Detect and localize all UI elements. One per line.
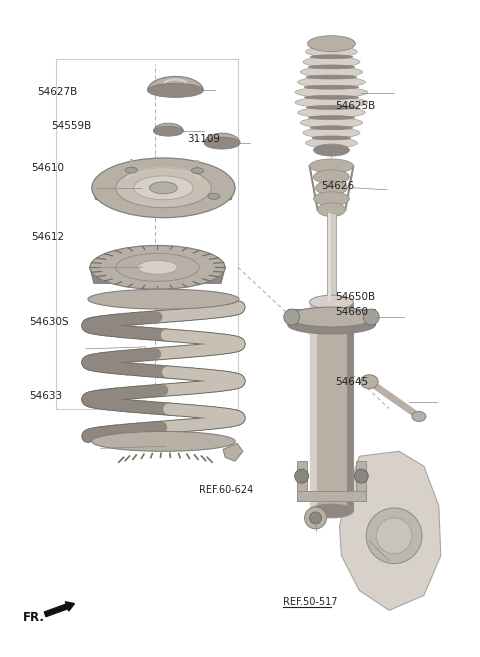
Ellipse shape <box>138 260 178 275</box>
Ellipse shape <box>308 65 355 69</box>
Ellipse shape <box>88 289 239 309</box>
Ellipse shape <box>92 432 235 451</box>
Ellipse shape <box>125 167 137 173</box>
Text: 54612: 54612 <box>31 232 64 242</box>
Ellipse shape <box>354 469 368 483</box>
Ellipse shape <box>313 170 349 184</box>
Text: 54630S: 54630S <box>29 317 69 327</box>
Ellipse shape <box>116 254 199 281</box>
Ellipse shape <box>310 55 353 58</box>
Ellipse shape <box>298 77 365 87</box>
Ellipse shape <box>308 116 355 120</box>
Text: 54610: 54610 <box>31 164 64 173</box>
Ellipse shape <box>305 507 326 529</box>
Ellipse shape <box>312 136 351 140</box>
Ellipse shape <box>150 182 178 194</box>
Ellipse shape <box>298 108 365 118</box>
Polygon shape <box>147 76 203 91</box>
Ellipse shape <box>366 508 422 564</box>
Text: 31109: 31109 <box>188 134 220 144</box>
Ellipse shape <box>154 126 183 136</box>
Ellipse shape <box>303 57 360 67</box>
Ellipse shape <box>116 168 211 208</box>
Bar <box>348 302 353 511</box>
Ellipse shape <box>310 512 322 524</box>
Ellipse shape <box>208 193 220 199</box>
Polygon shape <box>288 309 375 325</box>
Ellipse shape <box>310 295 353 309</box>
Bar <box>356 461 366 501</box>
Polygon shape <box>112 438 218 447</box>
Text: 54626: 54626 <box>321 181 354 191</box>
Bar <box>327 213 336 302</box>
Ellipse shape <box>147 83 203 97</box>
Ellipse shape <box>304 95 359 99</box>
Ellipse shape <box>360 374 378 389</box>
Ellipse shape <box>92 158 235 217</box>
Ellipse shape <box>303 127 360 138</box>
Ellipse shape <box>306 47 357 57</box>
Text: 54633: 54633 <box>29 392 62 401</box>
Ellipse shape <box>318 203 346 217</box>
Polygon shape <box>90 267 225 283</box>
Ellipse shape <box>306 106 357 110</box>
Ellipse shape <box>204 137 240 149</box>
Ellipse shape <box>306 138 357 148</box>
Ellipse shape <box>300 67 362 77</box>
Polygon shape <box>339 451 441 610</box>
Ellipse shape <box>295 97 368 108</box>
Ellipse shape <box>90 246 225 289</box>
Text: 54650B: 54650B <box>336 292 375 302</box>
Ellipse shape <box>315 181 348 194</box>
Ellipse shape <box>288 307 375 327</box>
Ellipse shape <box>133 176 193 200</box>
Text: 54645: 54645 <box>336 377 369 387</box>
Bar <box>297 491 366 501</box>
Ellipse shape <box>295 87 368 97</box>
Text: 54627B: 54627B <box>37 87 77 97</box>
Ellipse shape <box>313 144 349 156</box>
Polygon shape <box>92 188 235 200</box>
Bar <box>297 461 307 501</box>
Text: FR.: FR. <box>23 611 45 623</box>
Ellipse shape <box>284 309 300 325</box>
FancyArrow shape <box>44 602 74 617</box>
Bar <box>310 302 316 511</box>
Ellipse shape <box>306 75 357 79</box>
Ellipse shape <box>295 469 309 483</box>
Bar <box>328 213 332 302</box>
Ellipse shape <box>376 518 412 554</box>
Ellipse shape <box>300 118 362 127</box>
Ellipse shape <box>363 309 379 325</box>
Ellipse shape <box>310 125 353 129</box>
Ellipse shape <box>192 168 204 173</box>
Text: 54559B: 54559B <box>51 121 92 131</box>
Ellipse shape <box>313 192 349 206</box>
Ellipse shape <box>304 85 359 89</box>
Ellipse shape <box>412 411 426 421</box>
Polygon shape <box>223 443 243 461</box>
Ellipse shape <box>310 504 353 518</box>
Text: 54625B: 54625B <box>336 101 376 112</box>
Ellipse shape <box>288 316 375 334</box>
Text: REF.50-517: REF.50-517 <box>283 597 337 606</box>
Polygon shape <box>204 133 240 143</box>
Ellipse shape <box>308 35 355 52</box>
Polygon shape <box>310 302 353 511</box>
Text: REF.60-624: REF.60-624 <box>199 486 254 495</box>
Polygon shape <box>154 124 183 131</box>
Ellipse shape <box>310 159 353 173</box>
Text: 54660: 54660 <box>336 307 369 317</box>
